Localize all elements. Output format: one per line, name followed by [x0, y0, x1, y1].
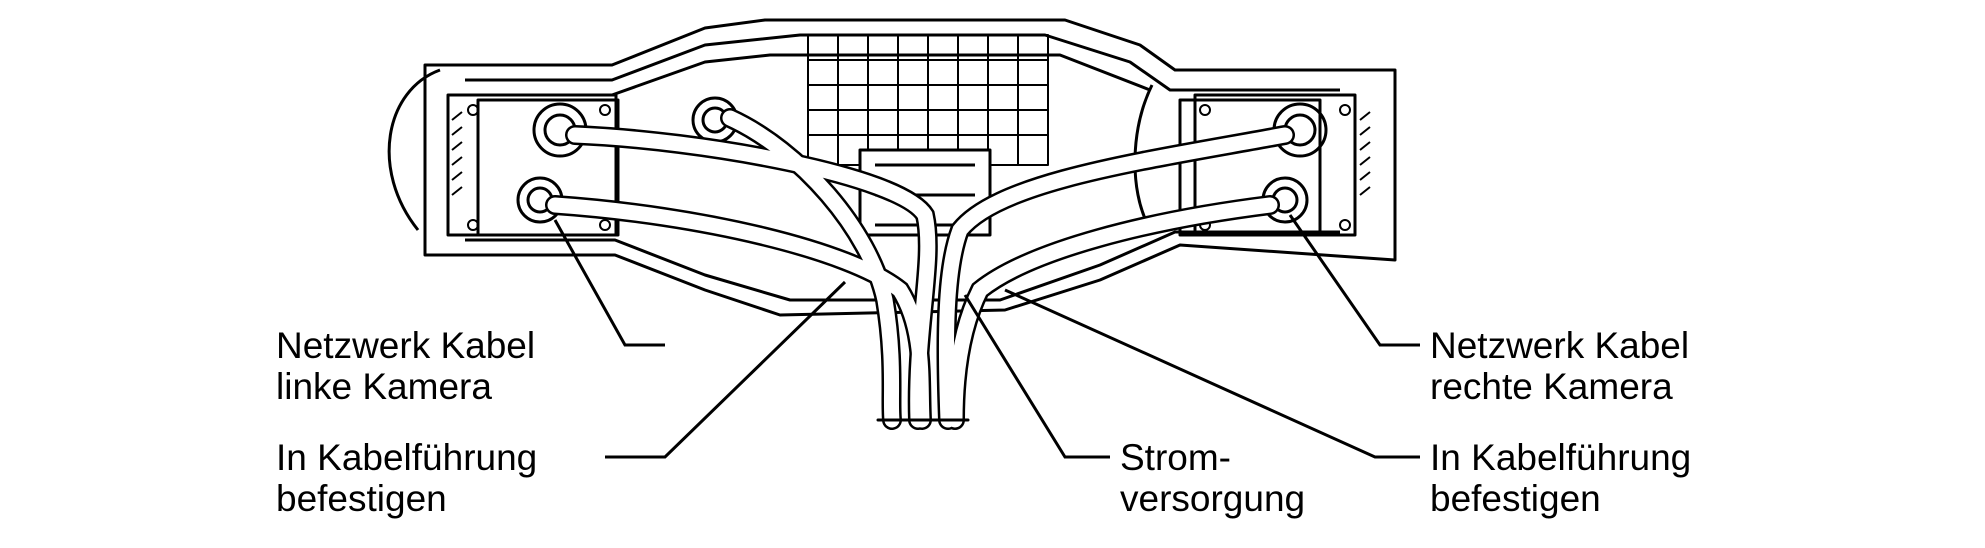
left-camera-dome	[387, 68, 441, 231]
left-vent-slots	[451, 111, 463, 196]
label-line: Netzwerk Kabel	[1430, 325, 1690, 366]
label-line: befestigen	[276, 478, 447, 519]
leader-right-cable	[1288, 214, 1420, 347]
label-left-cable-guide: In Kabelführung befestigen	[276, 437, 537, 519]
leader-left-cable	[553, 219, 665, 347]
leader-lines	[553, 214, 1420, 459]
label-right-network-cable: Netzwerk Kabel rechte Kamera	[1430, 325, 1689, 407]
label-right-cable-guide: In Kabelführung befestigen	[1430, 437, 1691, 519]
label-line: rechte Kamera	[1430, 366, 1673, 407]
label-line: befestigen	[1430, 478, 1601, 519]
cables	[545, 108, 1295, 430]
label-power-supply: Strom- versorgung	[1120, 437, 1305, 519]
leader-right-fix	[1004, 288, 1420, 459]
label-line: In Kabelführung	[1430, 437, 1692, 478]
leader-left-fix	[605, 280, 847, 459]
label-line: Strom-	[1120, 437, 1231, 478]
label-line: versorgung	[1120, 478, 1306, 519]
right-vent-slots	[1359, 111, 1371, 196]
leader-power	[963, 294, 1110, 459]
label-line: Netzwerk Kabel	[276, 325, 536, 366]
label-line: linke Kamera	[276, 366, 492, 407]
label-left-network-cable: Netzwerk Kabel linke Kamera	[276, 325, 535, 407]
housing-outline	[423, 18, 1397, 317]
label-line: In Kabelführung	[276, 437, 538, 478]
